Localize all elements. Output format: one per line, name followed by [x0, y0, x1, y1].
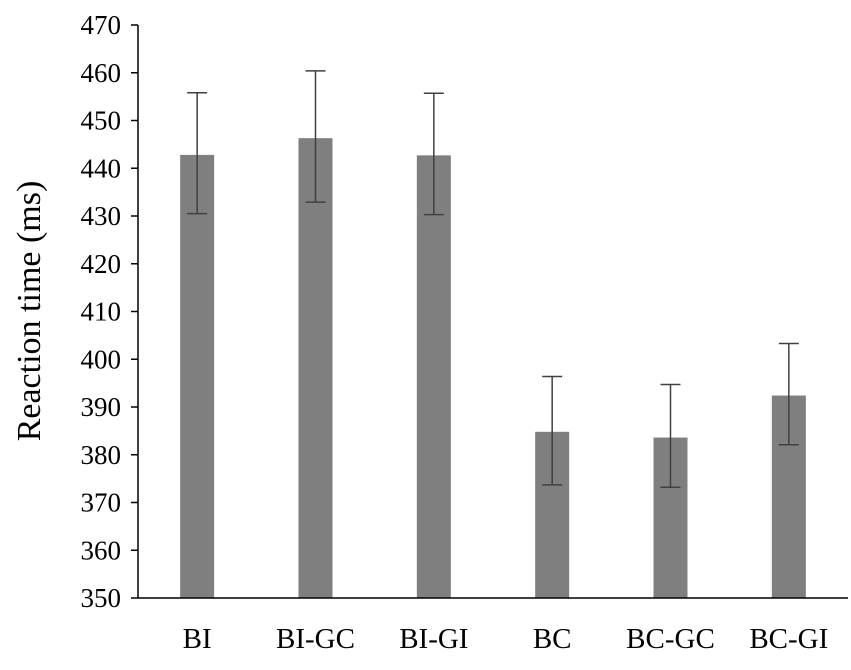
x-tick-label: BI-GC: [276, 623, 355, 655]
y-axis-title: Reaction time (ms): [11, 181, 48, 442]
error-bar-bc-gc: [660, 383, 681, 488]
y-tick-label: 360: [81, 535, 122, 565]
x-tick-label: BC-GI: [749, 623, 828, 655]
y-tick-label: 390: [81, 392, 122, 422]
y-tick-label: 400: [81, 344, 122, 374]
bar-bi-gi: [416, 155, 451, 599]
bar-bi: [180, 154, 215, 598]
error-bar-bi-gc: [305, 70, 326, 203]
y-tick-label: 380: [81, 440, 122, 470]
y-tick-label: 440: [81, 153, 122, 183]
axes: [137, 25, 848, 599]
x-tick-label: BC-GC: [626, 623, 715, 655]
y-tick-label: 420: [81, 249, 122, 279]
x-tick-label: BI: [183, 623, 212, 655]
error-bars: [187, 70, 799, 488]
error-bar-bc-gi: [778, 342, 799, 446]
y-tick-label: 470: [81, 10, 122, 40]
bar-series: [180, 138, 806, 599]
error-bar-bc: [542, 375, 563, 486]
y-tick-label: 450: [81, 106, 122, 136]
y-axis-ticks: 350 360 370 380 390 400 410 420 430 440 450 460 470: [81, 10, 138, 613]
y-tick-label: 370: [81, 488, 122, 518]
error-bar-bi-gi: [423, 92, 444, 216]
x-tick-label: BI-GI: [399, 623, 468, 655]
error-bar-bi: [187, 92, 208, 215]
x-tick-label: BC: [533, 623, 572, 655]
y-tick-label: 350: [81, 583, 122, 613]
y-tick-label: 410: [81, 297, 122, 327]
bar-bi-gc: [298, 138, 333, 599]
y-tick-label: 430: [81, 201, 122, 231]
x-axis-ticks: BI BI-GC BI-GI BC BC-GC BC-GI: [183, 623, 829, 655]
y-tick-label: 460: [81, 58, 122, 88]
